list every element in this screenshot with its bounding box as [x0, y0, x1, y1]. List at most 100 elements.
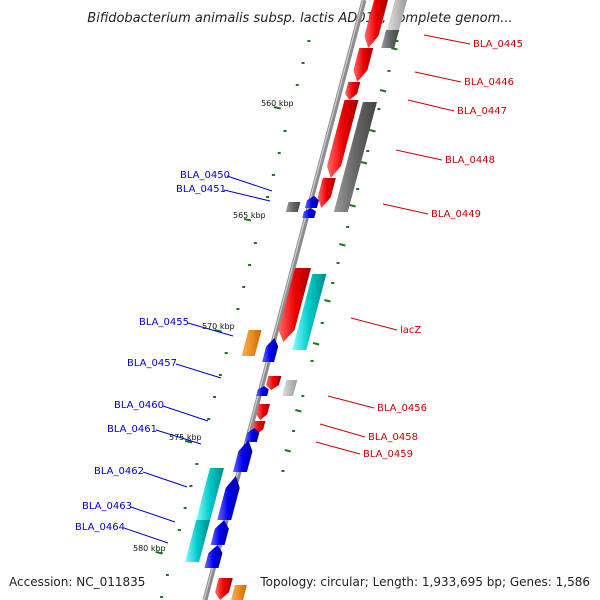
tick-dot: [242, 286, 246, 288]
gene-features: [185, 0, 407, 600]
gene-label-bla-0463[interactable]: BLA_0463: [82, 501, 132, 512]
gene-label-bla-0458[interactable]: BLA_0458: [368, 432, 418, 443]
gene-lacz[interactable]: [278, 268, 311, 342]
tick-dot: [292, 430, 296, 432]
tick-dot: [253, 242, 257, 244]
gene-bla-0450-cds[interactable]: [285, 202, 301, 212]
tick-mark: [273, 106, 281, 110]
leader-bla-0447: [407, 99, 455, 112]
gene-bla-0460[interactable]: [244, 428, 260, 442]
gene-label-bla-0447[interactable]: BLA_0447: [457, 106, 507, 117]
tick-dot: [366, 150, 370, 152]
tick-dot: [295, 84, 299, 86]
gene-label-lacz[interactable]: lacZ: [400, 325, 421, 336]
gene-bla-0448-cds[interactable]: [333, 102, 377, 212]
gene-label-bla-0446[interactable]: BLA_0446: [464, 77, 514, 88]
gene-bla-0446[interactable]: [353, 48, 374, 82]
tick-mark: [214, 329, 222, 333]
scale-label-580: 580 kbp: [133, 544, 166, 553]
tick-dot: [387, 70, 391, 72]
gene-next-forward[interactable]: [215, 578, 233, 600]
gene-bla-0451[interactable]: [302, 208, 316, 218]
leader-bla-0448: [395, 149, 443, 161]
gene-lacz-rna[interactable]: [292, 274, 327, 350]
gene-bla-0445-cds[interactable]: [381, 30, 400, 48]
label-leader-lines: [123, 34, 471, 544]
gene-bla-0461[interactable]: [232, 440, 253, 472]
gene-next-orange[interactable]: [231, 585, 247, 600]
gene-bla-0445[interactable]: [364, 0, 388, 48]
leader-lacz: [350, 317, 398, 331]
leader-bla-0446: [414, 71, 462, 83]
tick-dot: [283, 130, 287, 132]
gene-bla-0449[interactable]: [317, 178, 336, 208]
leader-bla-0463: [130, 506, 176, 523]
gene-label-bla-0449[interactable]: BLA_0449: [431, 209, 481, 220]
tick-dot: [224, 352, 228, 354]
tick-dot: [307, 40, 311, 42]
gene-bla-0457[interactable]: [256, 386, 269, 396]
gene-label-bla-0445[interactable]: BLA_0445: [473, 39, 523, 50]
gene-label-bla-0450[interactable]: BLA_0450: [180, 170, 230, 181]
gene-label-bla-0448[interactable]: BLA_0448: [445, 155, 495, 166]
gene-bla-0462-rna[interactable]: [196, 468, 224, 520]
tick-dot: [165, 574, 169, 576]
gene-bla-0463[interactable]: [210, 520, 229, 545]
tick-dot: [189, 485, 193, 487]
tick-dot: [346, 226, 350, 228]
leader-bla-0459: [315, 441, 361, 455]
scale-label-570: 570 kbp: [202, 322, 235, 331]
tick-dot: [356, 188, 360, 190]
tick-mark: [391, 47, 398, 51]
gene-label-bla-0459[interactable]: BLA_0459: [363, 449, 413, 460]
gene-bla-0464[interactable]: [204, 545, 223, 568]
scale-label-575: 575 kbp: [169, 433, 202, 442]
leader-bla-0457: [175, 363, 222, 379]
gene-label-bla-0451[interactable]: BLA_0451: [176, 184, 226, 195]
tick-mark: [360, 161, 368, 165]
tick-mark: [369, 129, 376, 133]
tick-dot: [236, 308, 240, 310]
leader-bla-0456: [327, 395, 375, 409]
gene-label-bla-0457[interactable]: BLA_0457: [127, 358, 177, 369]
gene-bla-0463-rna[interactable]: [185, 520, 211, 562]
scale-label-560: 560 kbp: [261, 99, 294, 108]
gene-bla-0445-cds-top[interactable]: [387, 0, 407, 30]
gene-label-bla-0464[interactable]: BLA_0464: [75, 522, 125, 533]
genome-summary: Topology: circular; Length: 1,933,695 bp…: [259, 575, 590, 589]
gene-bla-0455-orange[interactable]: [241, 330, 262, 356]
gene-bla-0456-cds[interactable]: [282, 380, 298, 396]
tick-dot: [301, 62, 305, 64]
map-title: Bifidobacterium animalis subsp. lactis A…: [87, 11, 512, 26]
tick-dot: [336, 262, 340, 264]
gene-bla-0455[interactable]: [262, 338, 279, 362]
leader-bla-0451: [223, 189, 271, 202]
tick-dot: [395, 40, 399, 42]
tick-mark: [339, 243, 346, 247]
gene-bla-0462[interactable]: [217, 476, 240, 520]
tick-dot: [160, 596, 164, 598]
tick-mark: [312, 342, 320, 346]
gene-label-bla-0461[interactable]: BLA_0461: [107, 424, 157, 435]
gene-label-bla-0460[interactable]: BLA_0460: [114, 400, 164, 411]
tick-dot: [281, 470, 285, 472]
tick-dot: [377, 108, 381, 110]
tick-dot: [218, 374, 222, 376]
gene-bla-0456[interactable]: [265, 376, 282, 390]
accession-label: Accession: NC_011835: [9, 575, 145, 589]
tick-dot: [320, 322, 324, 324]
tick-mark: [379, 89, 387, 93]
leader-bla-0450: [226, 175, 273, 192]
gene-bla-0447[interactable]: [345, 82, 361, 100]
gene-bla-0448[interactable]: [327, 100, 359, 178]
tick-dot: [183, 507, 187, 509]
gene-bla-0450[interactable]: [304, 196, 319, 208]
tick-mark: [155, 551, 163, 555]
tick-mark: [284, 449, 291, 453]
leader-bla-0460: [162, 405, 209, 422]
gene-bla-0458[interactable]: [256, 404, 270, 420]
tick-mark: [184, 440, 193, 444]
gene-label-bla-0456[interactable]: BLA_0456: [377, 403, 427, 414]
gene-label-bla-0455[interactable]: BLA_0455: [139, 317, 189, 328]
gene-label-bla-0462[interactable]: BLA_0462: [94, 466, 144, 477]
